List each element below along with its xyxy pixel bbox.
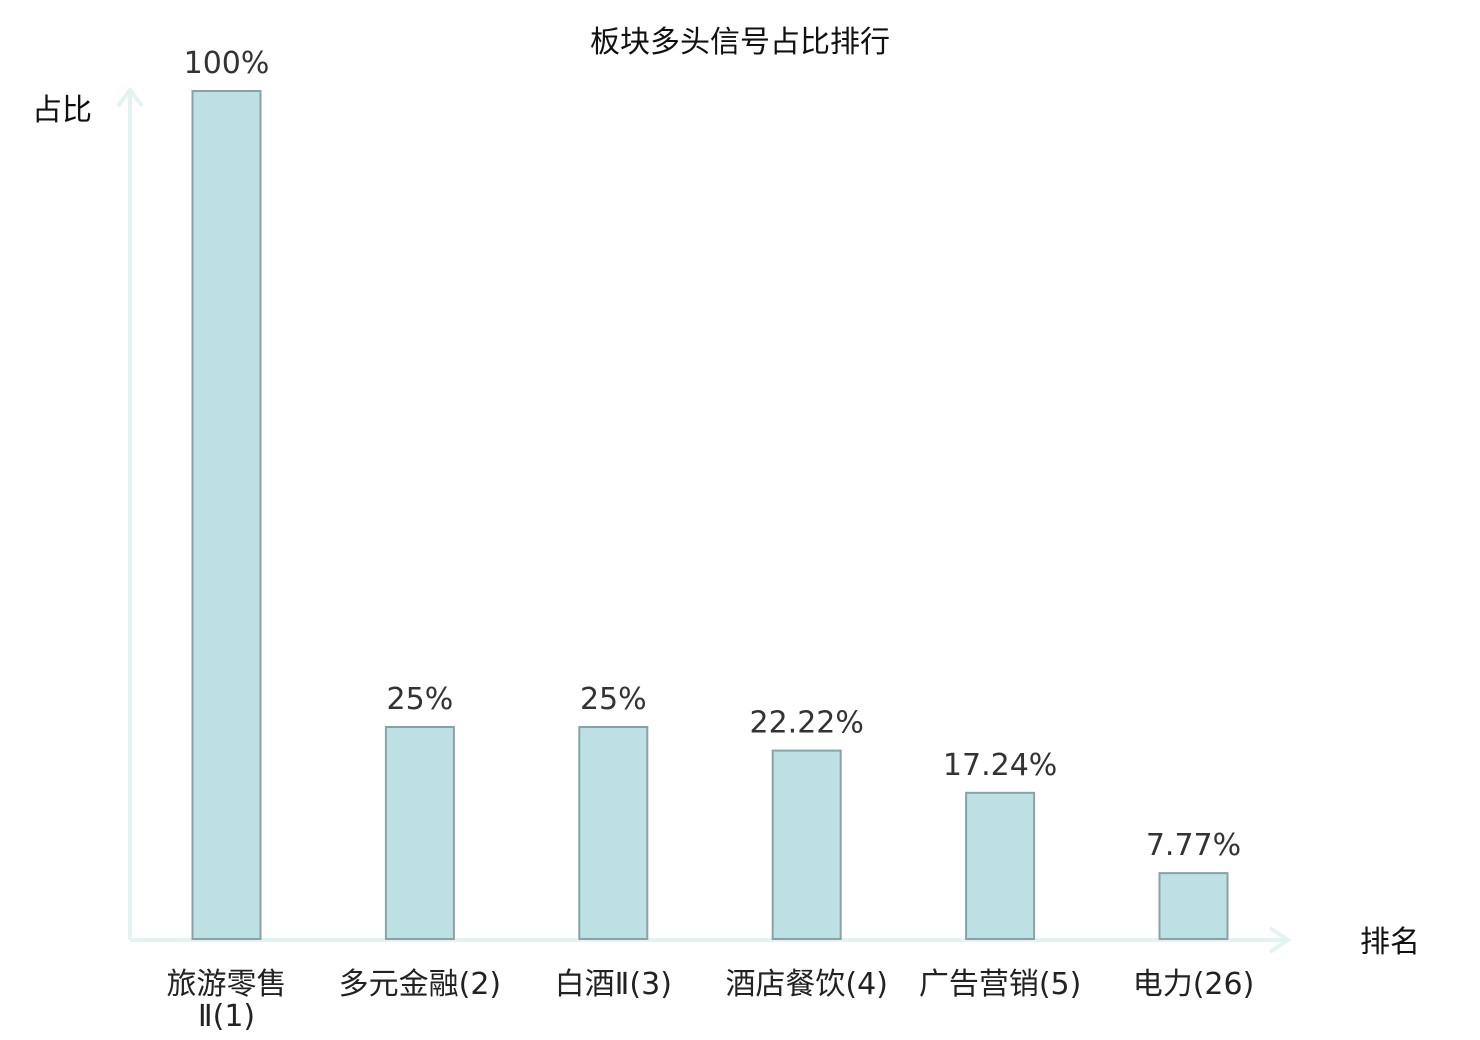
bar-1 (191, 90, 262, 940)
category-label-3: 白酒Ⅱ(3) (555, 967, 672, 1002)
bar-4 (771, 749, 842, 940)
value-label-4: 22.22% (750, 706, 864, 741)
bar-5 (965, 791, 1036, 941)
value-label-2: 25% (387, 682, 454, 717)
axes (116, 86, 1292, 954)
category-label-4: 酒店餐饮(4) (725, 967, 888, 1002)
category-label-1-line-2: Ⅱ(1) (198, 999, 255, 1034)
value-label-1: 100% (184, 46, 270, 81)
bar-2 (384, 726, 455, 940)
category-label-1-line-1: 旅游零售 (167, 967, 287, 1002)
x-axis-label: 排名 (1360, 925, 1420, 960)
y-axis-arrow (116, 86, 144, 108)
value-labels-group: 100% 25% 25% 22.22% 17.24% 7.77% (184, 46, 1242, 863)
value-label-5: 17.24% (943, 748, 1057, 783)
value-label-3: 25% (580, 682, 647, 717)
bar-3 (578, 726, 649, 940)
y-axis-label: 占比 (32, 93, 92, 128)
category-label-2: 多元金融(2) (339, 967, 502, 1002)
chart-title: 板块多头信号占比排行 (590, 25, 890, 60)
category-label-5: 广告营销(5) (919, 967, 1082, 1002)
x-axis-arrow (1268, 926, 1292, 954)
bar-6 (1158, 872, 1229, 941)
category-label-6: 电力(26) (1133, 967, 1255, 1002)
bars-group (191, 90, 1229, 941)
value-label-6: 7.77% (1146, 828, 1241, 863)
